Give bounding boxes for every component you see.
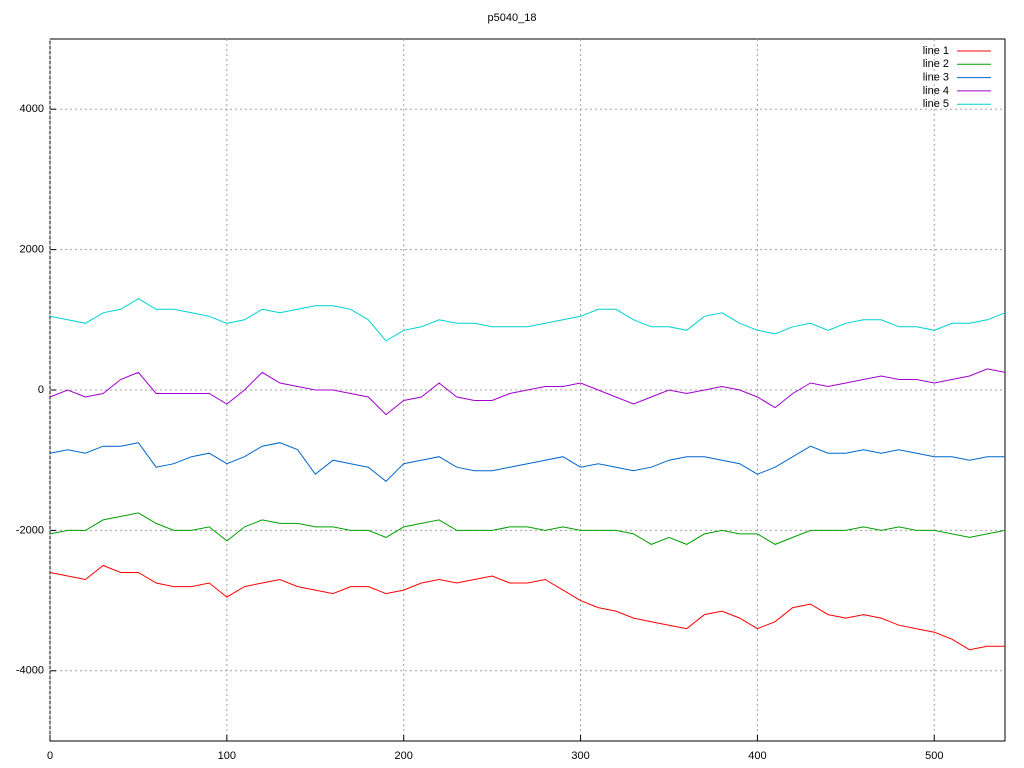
data-line: [49, 442, 1005, 482]
x-tick-label: 0: [47, 750, 53, 762]
data-line: [49, 512, 1006, 545]
y-tick-label: 4000: [20, 103, 44, 115]
x-tick-label: 400: [748, 750, 766, 762]
data-line: [49, 298, 1006, 342]
y-tick-label: -4000: [16, 665, 44, 677]
legend-label: line 5: [923, 98, 949, 110]
y-tick-label: 0: [38, 384, 44, 396]
x-tick-label: 300: [571, 750, 589, 762]
x-tick-label: 100: [218, 750, 236, 762]
legend-label: line 3: [923, 72, 949, 84]
chart-title: p5040_18: [488, 12, 537, 24]
y-tick-label: 2000: [20, 244, 44, 256]
data-line: [49, 368, 1006, 416]
x-tick-label: 200: [395, 750, 413, 762]
y-tick-label: -2000: [16, 524, 44, 536]
legend-label: line 1: [923, 45, 949, 57]
legend-label: line 2: [923, 58, 949, 70]
x-tick-label: 500: [925, 750, 943, 762]
data-line: [49, 564, 1005, 651]
legend-label: line 4: [923, 85, 949, 97]
